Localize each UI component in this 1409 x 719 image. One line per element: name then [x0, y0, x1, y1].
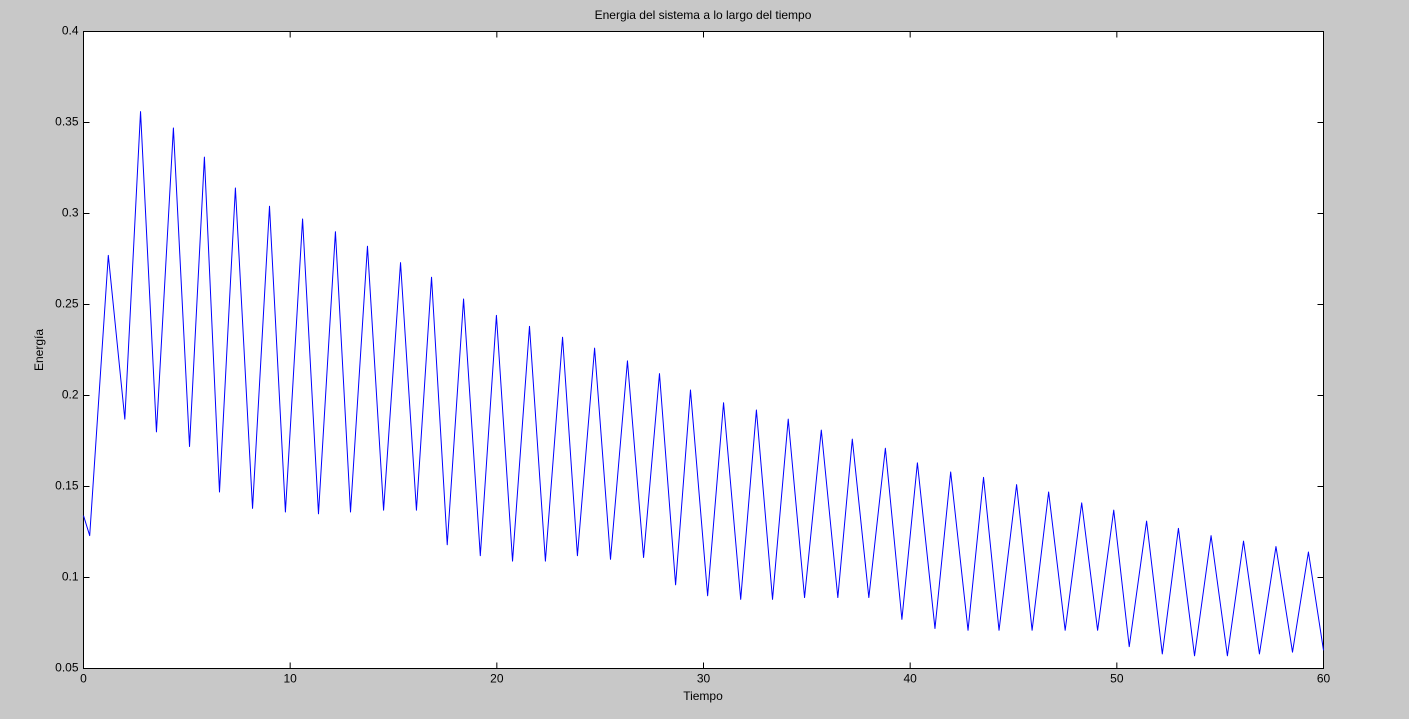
- y-tick-label: 0.05: [55, 661, 79, 675]
- y-tick-label: 0.15: [55, 479, 79, 493]
- y-axis-label: Energía: [32, 329, 46, 371]
- x-tick-label: 30: [697, 672, 711, 686]
- x-tick-label: 0: [80, 672, 87, 686]
- x-tick-label: 40: [903, 672, 917, 686]
- x-tick-label: 60: [1317, 672, 1331, 686]
- plot-area: [83, 31, 1324, 669]
- data-line: [83, 111, 1324, 657]
- y-tick-label: 0.1: [62, 570, 79, 584]
- y-tick-label: 0.2: [62, 388, 79, 402]
- y-tick-label: 0.35: [55, 115, 79, 129]
- x-tick-label: 10: [283, 672, 297, 686]
- x-tick-label: 20: [490, 672, 504, 686]
- y-tick-label: 0.25: [55, 297, 79, 311]
- y-tick-label: 0.4: [62, 24, 79, 38]
- x-axis-label: Tiempo: [683, 689, 723, 703]
- y-tick-label: 0.3: [62, 206, 79, 220]
- x-tick-label: 50: [1110, 672, 1124, 686]
- chart-title: Energia del sistema a lo largo del tiemp…: [595, 8, 812, 22]
